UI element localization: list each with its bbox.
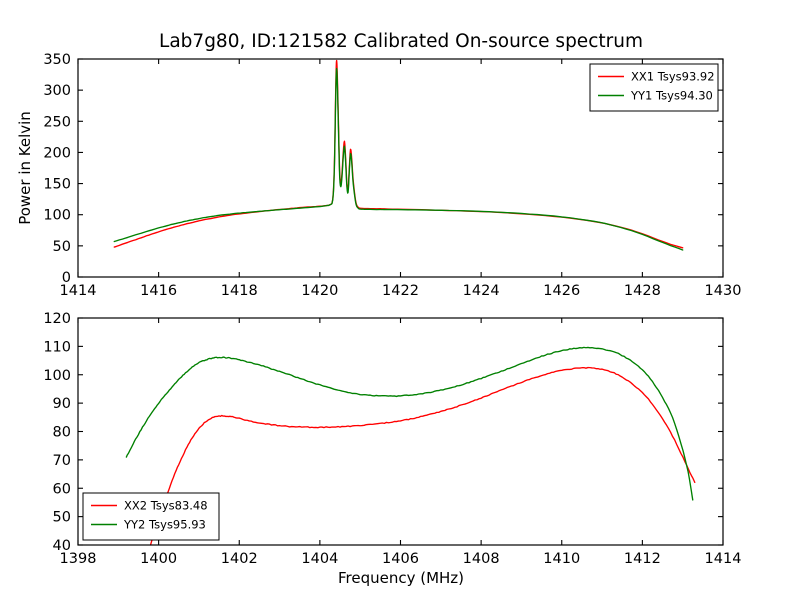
y-tick-label: 150 [43,177,71,193]
x-tick-label: 1406 [382,551,419,567]
y-tick-label: 200 [43,145,71,161]
y-axis-label-top: Power in Kelvin [16,111,34,225]
top-panel-frame [77,58,724,278]
top-panel-legend[interactable]: XX1 Tsys93.92 YY1 Tsys94.30 [589,63,719,112]
y-tick-label: 300 [43,83,71,99]
x-tick-label: 1414 [60,283,97,299]
x-tick-label: 1414 [705,551,742,567]
x-tick-label: 1402 [221,551,258,567]
x-tick-label: 1416 [140,283,177,299]
y-tick-label: 120 [43,311,71,327]
legend-label: YY2 Tsys95.93 [123,518,206,532]
x-tick-label: 1398 [60,551,97,567]
x-tick-label: 1428 [624,283,661,299]
bottom-panel: 1398 1400 1402 1404 1406 1408 1410 1412 1414 40 50… [43,311,741,587]
y-tick-label: 250 [43,114,71,130]
legend-label: YY1 Tsys94.30 [630,89,713,103]
x-tick-label: 1422 [382,283,419,299]
x-tick-label: 1420 [301,283,338,299]
page-title: Lab7g80, ID:121582 Calibrated On-source … [159,31,643,52]
x-tick-label: 1400 [140,551,177,567]
top-panel: 1414 1416 1418 1420 1422 1424 1426 1428 1430 0 50 1… [16,52,741,299]
x-tick-label: 1412 [624,551,661,567]
legend-box [589,63,719,112]
y-tick-label: 0 [62,270,71,286]
x-tick-label: 1418 [221,283,258,299]
bottom-panel-tick-labels: 1398 1400 1402 1404 1406 1408 1410 1412 1414 40 50… [43,311,741,567]
y-tick-label: 40 [53,538,71,554]
spectrum-trace [125,346,694,501]
legend-box [82,492,220,541]
legend-label: XX2 Tsys83.48 [124,499,208,513]
y-tick-label: 50 [53,510,71,526]
x-tick-label: 1410 [543,551,580,567]
y-tick-label: 60 [53,481,71,497]
x-tick-label: 1404 [301,551,338,567]
top-panel-tick-labels: 1414 1416 1418 1420 1422 1424 1426 1428 1430 0 50 1… [43,52,741,299]
legend-label: XX1 Tsys93.92 [631,70,715,84]
bottom-panel-frame [77,317,724,546]
x-tick-label: 1426 [543,283,580,299]
y-tick-label: 100 [43,208,71,224]
y-tick-label: 50 [53,239,71,255]
x-axis-label-bottom: Frequency (MHz) [338,569,464,587]
y-tick-label: 70 [53,453,71,469]
top-panel-traces [113,59,684,251]
y-tick-label: 100 [43,368,71,384]
spectrum-trace [113,67,684,251]
spectrum-trace [149,366,696,546]
y-tick-label: 80 [53,425,71,441]
y-tick-label: 90 [53,396,71,412]
x-tick-label: 1430 [705,283,742,299]
bottom-panel-traces [125,346,696,546]
bottom-panel-legend[interactable]: XX2 Tsys83.48 YY2 Tsys95.93 [82,492,220,541]
y-tick-label: 110 [43,339,71,355]
y-tick-label: 350 [43,52,71,68]
x-tick-label: 1408 [463,551,500,567]
x-tick-label: 1424 [463,283,500,299]
